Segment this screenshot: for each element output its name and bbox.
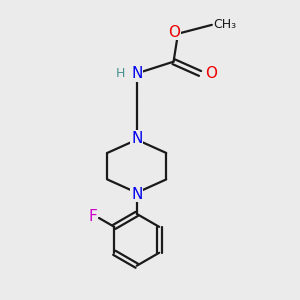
Text: CH₃: CH₃ bbox=[214, 18, 237, 32]
Text: F: F bbox=[89, 209, 98, 224]
Text: O: O bbox=[205, 66, 217, 81]
Text: O: O bbox=[168, 25, 180, 40]
Text: H: H bbox=[116, 67, 125, 80]
Text: N: N bbox=[131, 66, 142, 81]
Text: N: N bbox=[131, 187, 142, 202]
Text: N: N bbox=[131, 131, 142, 146]
